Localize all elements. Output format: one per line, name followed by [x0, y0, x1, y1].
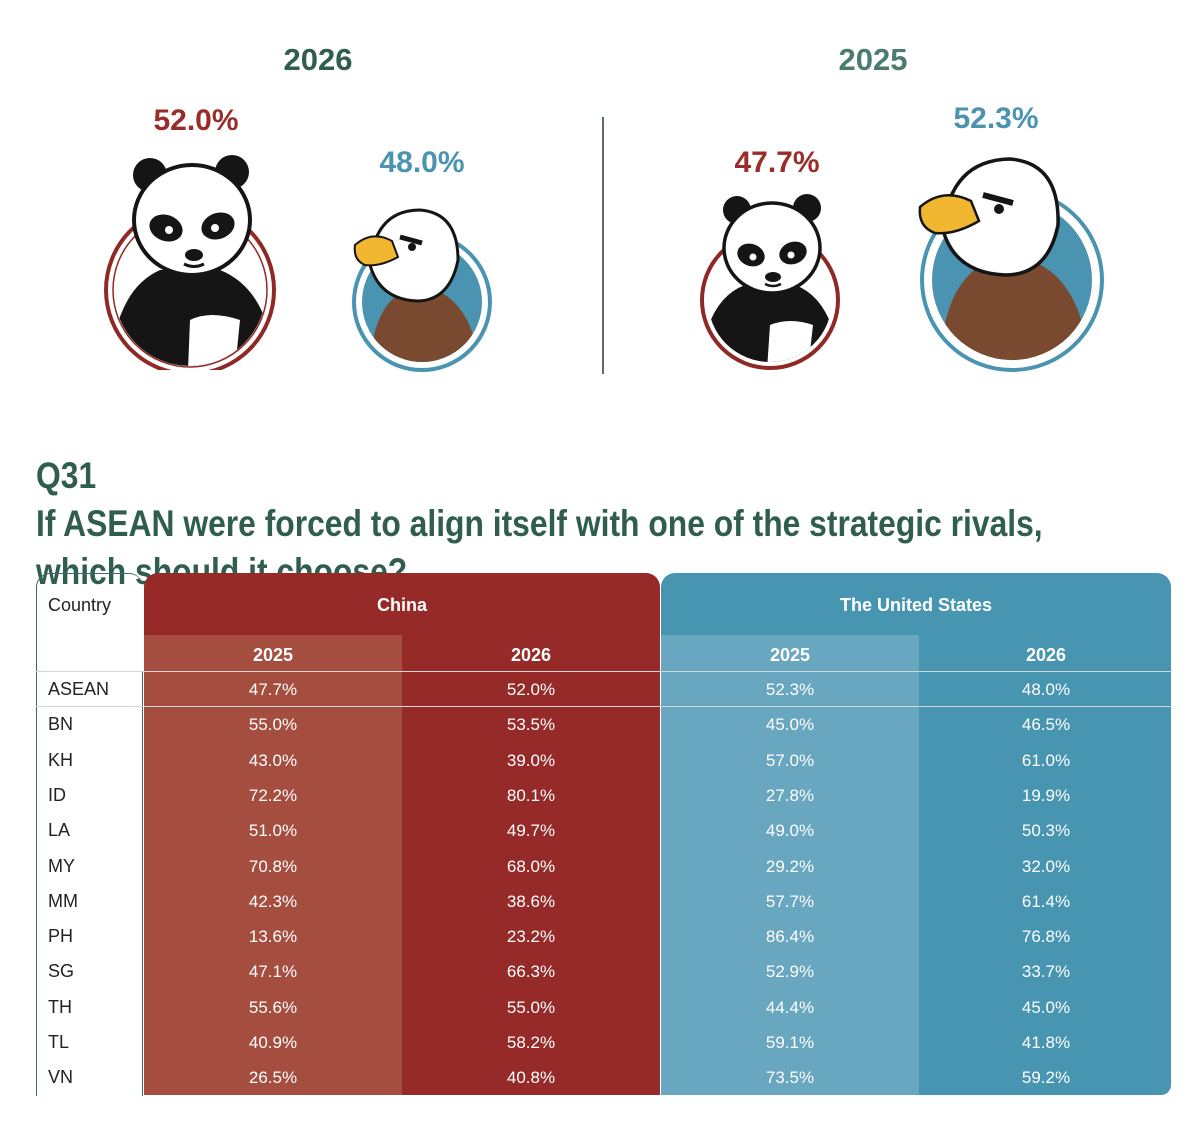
year-title-2025: 2025 — [838, 42, 908, 77]
cell-la-us-2025: 49.0% — [765, 821, 815, 841]
cell-mm-us-2025: 57.7% — [765, 891, 815, 911]
cell-my-us-2025: 29.2% — [765, 856, 815, 876]
cell-ph-us-2025: 86.4% — [765, 927, 815, 947]
row-label-kh: KH — [48, 749, 74, 770]
cell-la-china-2025: 51.0% — [248, 821, 298, 841]
cell-th-us-2026: 45.0% — [1021, 997, 1071, 1017]
cell-mm-china-2026: 38.6% — [506, 891, 556, 911]
cell-kh-us-2025: 57.0% — [765, 750, 815, 770]
cell-id-us-2026: 19.9% — [1021, 785, 1071, 805]
cell-asean-us-2026: 48.0% — [1021, 680, 1071, 699]
row-label-asean: ASEAN — [48, 679, 110, 699]
cell-asean-china-2026: 52.0% — [506, 680, 556, 699]
us-header: The United States — [839, 595, 993, 615]
row-label-sg: SG — [48, 961, 75, 982]
row-label-id: ID — [48, 784, 66, 805]
cell-asean-china-2025: 47.7% — [248, 680, 298, 699]
cell-bn-china-2025: 55.0% — [248, 715, 298, 735]
us-2025-column — [661, 635, 919, 1095]
eagle-icon — [352, 208, 492, 372]
row-label-tl: TL — [48, 1032, 70, 1052]
us-2026-header: 2026 — [1025, 645, 1067, 665]
cell-mm-china-2025: 42.3% — [248, 891, 298, 911]
cell-my-china-2025: 70.8% — [248, 856, 298, 876]
cell-vn-us-2026: 59.2% — [1021, 1068, 1071, 1088]
cell-sg-us-2026: 33.7% — [1021, 962, 1071, 982]
cell-tl-us-2025: 59.1% — [765, 1033, 815, 1052]
china-pct-2026: 52.0% — [153, 104, 239, 137]
panda-icon — [104, 155, 276, 370]
cell-la-us-2026: 50.3% — [1021, 821, 1071, 841]
china-2026-header: 2026 — [510, 645, 552, 665]
cell-bn-us-2025: 45.0% — [765, 715, 815, 735]
question-number: Q31 — [36, 455, 97, 496]
cell-kh-china-2025: 43.0% — [248, 750, 298, 770]
row-label-th: TH — [48, 996, 72, 1017]
china-header: China — [376, 595, 427, 615]
year-title-2026: 2026 — [283, 42, 353, 77]
cell-tl-china-2025: 40.9% — [248, 1033, 298, 1052]
cell-tl-china-2026: 58.2% — [506, 1033, 556, 1052]
cell-kh-us-2026: 61.0% — [1021, 750, 1071, 770]
china-2025-header: 2025 — [252, 645, 294, 665]
us-pct-2026: 48.0% — [379, 146, 465, 179]
china-2025-column — [144, 635, 402, 1095]
us-2025-header: 2025 — [769, 645, 811, 665]
cell-la-china-2026: 49.7% — [506, 821, 556, 841]
cell-id-us-2025: 27.8% — [765, 785, 815, 805]
china-pct-2025: 47.7% — [734, 146, 820, 179]
cell-my-china-2026: 68.0% — [506, 856, 556, 876]
cell-th-china-2025: 55.6% — [248, 997, 298, 1017]
cell-tl-us-2026: 41.8% — [1021, 1033, 1071, 1052]
results-table: Country China The United States 2025 202… — [36, 573, 1172, 1098]
cell-ph-china-2025: 13.6% — [248, 927, 298, 947]
asean-row-top-line — [36, 671, 1172, 672]
cell-id-china-2025: 72.2% — [248, 785, 298, 805]
cell-asean-us-2025: 52.3% — [765, 680, 815, 699]
cell-id-china-2026: 80.1% — [506, 785, 556, 805]
cell-th-us-2025: 44.4% — [765, 997, 815, 1017]
cell-my-us-2026: 32.0% — [1021, 856, 1071, 876]
cell-th-china-2026: 55.0% — [506, 997, 556, 1017]
question-title: Q31If ASEAN were forced to align itself … — [36, 452, 1043, 596]
country-header: Country — [48, 595, 112, 615]
country-column — [36, 573, 143, 1096]
cell-ph-china-2026: 23.2% — [506, 927, 556, 947]
row-label-ph: PH — [48, 926, 74, 947]
cell-sg-us-2025: 52.9% — [765, 962, 815, 982]
row-label-my: MY — [48, 855, 75, 876]
row-label-vn: VN — [48, 1067, 74, 1088]
cell-sg-china-2025: 47.1% — [248, 962, 298, 982]
row-label-bn: BN — [48, 714, 74, 735]
cell-kh-china-2026: 39.0% — [506, 750, 556, 770]
cell-bn-us-2026: 46.5% — [1021, 715, 1071, 735]
year-divider — [602, 117, 604, 374]
cell-vn-us-2025: 73.5% — [765, 1068, 815, 1088]
country-column-line — [142, 671, 143, 1096]
cell-mm-us-2026: 61.4% — [1021, 891, 1071, 911]
row-label-mm: MM — [48, 890, 78, 911]
row-label-la: LA — [48, 820, 71, 841]
us-pct-2025: 52.3% — [953, 102, 1039, 135]
asean-row-bottom-line — [36, 706, 1172, 707]
cell-vn-china-2025: 26.5% — [248, 1068, 298, 1088]
eagle-icon-2025 — [918, 157, 1104, 372]
cell-ph-us-2026: 76.8% — [1021, 927, 1071, 947]
cell-vn-china-2026: 40.8% — [506, 1068, 556, 1088]
panda-icon-2025 — [700, 194, 840, 370]
cell-sg-china-2026: 66.3% — [506, 962, 556, 982]
cell-bn-china-2026: 53.5% — [506, 715, 556, 735]
